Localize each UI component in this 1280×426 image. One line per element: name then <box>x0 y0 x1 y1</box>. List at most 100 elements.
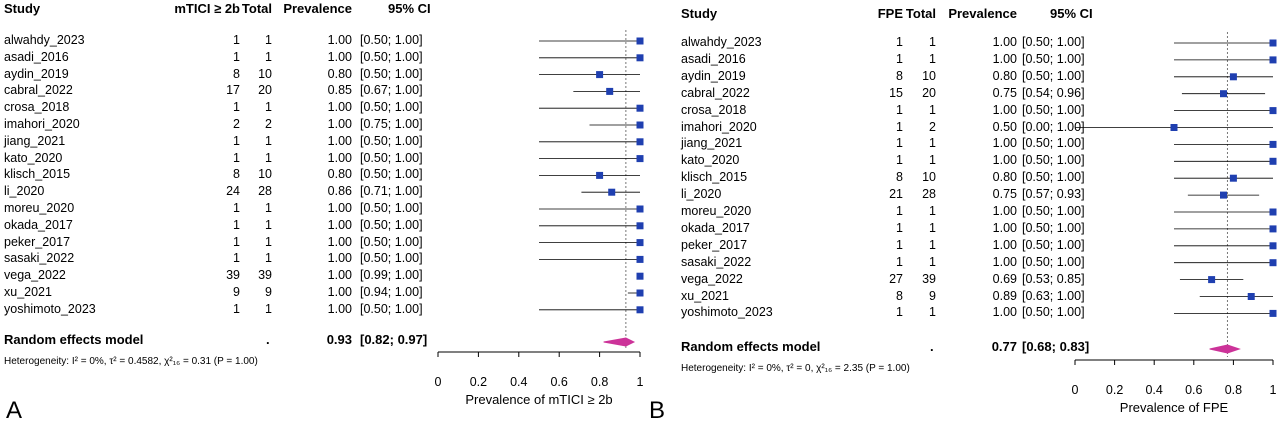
study-ci: [0.50; 1.00] <box>360 66 423 81</box>
study-prevalence: 1.00 <box>327 201 352 215</box>
panel-label: B <box>649 397 666 424</box>
study-point-square <box>636 138 644 146</box>
study-point-square <box>1269 309 1277 317</box>
study-events: 17 <box>226 83 240 98</box>
study-name: yoshimoto_2023 <box>4 301 96 316</box>
study-point-square <box>596 171 604 179</box>
study-name: peker_2017 <box>681 237 748 252</box>
study-prevalence: 1.00 <box>992 204 1017 218</box>
study-prevalence: 1.00 <box>327 301 352 316</box>
study-ci: [0.50; 1.00] <box>1022 237 1085 252</box>
study-name: imahori_2020 <box>681 119 757 134</box>
summary-dot: . <box>266 332 270 347</box>
study-prevalence: 1.00 <box>327 217 352 232</box>
study-prevalence: 1.00 <box>992 102 1017 117</box>
study-total: 1 <box>265 133 272 148</box>
study-prevalence: 0.80 <box>992 170 1017 185</box>
study-events: 1 <box>896 220 903 235</box>
forest-plot-area <box>1074 32 1277 365</box>
study-ci: [0.50; 1.00] <box>1022 136 1085 151</box>
study-prevalence: 1.00 <box>327 49 352 64</box>
study-prevalence: 1.00 <box>327 133 352 148</box>
heterogeneity-text: Heterogeneity: I² = 0%, τ² = 0.4582, χ²₁… <box>4 357 258 367</box>
heterogeneity-chi2: χ²₁₆ = 2.35 <box>813 363 863 374</box>
study-ci: [0.50; 1.00] <box>1022 254 1085 269</box>
study-prevalence: 1.00 <box>992 51 1017 66</box>
study-total: 1 <box>265 33 272 47</box>
study-events: 1 <box>233 133 240 148</box>
study-point-square <box>636 37 644 45</box>
study-total: 1 <box>929 305 936 320</box>
study-prevalence: 1.00 <box>992 237 1017 252</box>
study-point-square <box>636 306 644 314</box>
study-ci: [0.50; 1.00] <box>1022 305 1085 320</box>
study-prevalence: 1.00 <box>327 285 352 299</box>
heterogeneity-tau2: τ² = 0.4582, <box>106 356 162 367</box>
study-total: 1 <box>929 102 936 117</box>
header-study: Study <box>681 6 718 21</box>
study-total: 9 <box>929 288 936 303</box>
study-point-square <box>636 121 644 129</box>
study-ci: [0.94; 1.00] <box>360 285 423 299</box>
study-total: 1 <box>929 153 936 168</box>
study-events: 1 <box>896 204 903 218</box>
heterogeneity-i2: I² = 0%, <box>71 356 107 367</box>
summary-prevalence: 0.77 <box>991 339 1017 354</box>
study-total: 20 <box>258 83 272 98</box>
study-events: 8 <box>896 170 903 185</box>
study-ci: [0.50; 1.00] <box>360 301 423 316</box>
study-point-square <box>596 71 604 79</box>
study-point-square <box>636 222 644 230</box>
study-ci: [0.57; 0.93] <box>1022 187 1085 202</box>
summary-ci: [0.68; 0.83] <box>1022 339 1090 354</box>
study-events: 1 <box>896 35 903 49</box>
study-point-square <box>1269 208 1277 216</box>
study-ci: [0.50; 1.00] <box>360 167 423 182</box>
study-point-square <box>1220 90 1227 98</box>
study-point-square <box>1269 242 1277 250</box>
study-prevalence: 0.75 <box>992 85 1017 100</box>
study-events: 15 <box>889 85 903 100</box>
study-ci: [0.50; 1.00] <box>360 100 423 115</box>
study-prevalence: 1.00 <box>992 136 1017 151</box>
forest-panel-b: Study FPE Total Prevalence 95% CI alwahdy_202… <box>645 0 1280 426</box>
study-ci: [0.71; 1.00] <box>360 184 423 199</box>
study-events: 9 <box>233 285 240 299</box>
study-name: okada_2017 <box>681 220 750 235</box>
x-tick-label: 0.6 <box>550 375 568 389</box>
study-events: 1 <box>896 136 903 151</box>
summary-ci: [0.82; 0.97] <box>360 332 428 347</box>
header-study: Study <box>4 1 41 16</box>
study-ci: [0.50; 1.00] <box>1022 51 1085 66</box>
study-ci: [0.50; 1.00] <box>1022 204 1085 218</box>
study-prevalence: 1.00 <box>327 251 352 266</box>
study-total: 1 <box>265 301 272 316</box>
study-ci: [0.50; 1.00] <box>360 234 423 249</box>
study-ci: [0.50; 1.00] <box>1022 220 1085 235</box>
study-name: kato_2020 <box>681 153 740 168</box>
study-name: li_2020 <box>681 187 722 202</box>
study-name: alwahdy_2023 <box>4 33 85 47</box>
study-point-square <box>1229 73 1237 81</box>
study-total: 10 <box>922 68 936 83</box>
study-ci: [0.50; 1.00] <box>360 150 423 165</box>
study-prevalence: 1.00 <box>327 234 352 249</box>
study-events: 1 <box>896 305 903 320</box>
study-name: moreu_2020 <box>681 204 752 218</box>
x-tick-label: 0.8 <box>1224 383 1243 397</box>
study-ci: [0.00; 1.00] <box>1022 119 1085 134</box>
study-events: 1 <box>233 100 240 115</box>
study-name: xu_2021 <box>4 285 52 299</box>
study-total: 1 <box>929 220 936 235</box>
study-point-square <box>636 255 644 263</box>
study-point-square <box>1247 293 1255 300</box>
x-axis-label: Prevalence of mTICI ≥ 2b <box>465 392 613 407</box>
x-tick-label: 1 <box>1269 383 1277 397</box>
forest-panel-a: Study mTICI ≥ 2b Total Prevalence 95% CI alwa… <box>4 1 644 424</box>
study-point-square <box>1229 174 1237 182</box>
study-point-square <box>608 188 616 196</box>
study-name: imahori_2020 <box>4 117 80 131</box>
study-name: sasaki_2022 <box>4 251 75 266</box>
study-point-square <box>636 104 644 112</box>
header-events: FPE <box>877 6 903 21</box>
